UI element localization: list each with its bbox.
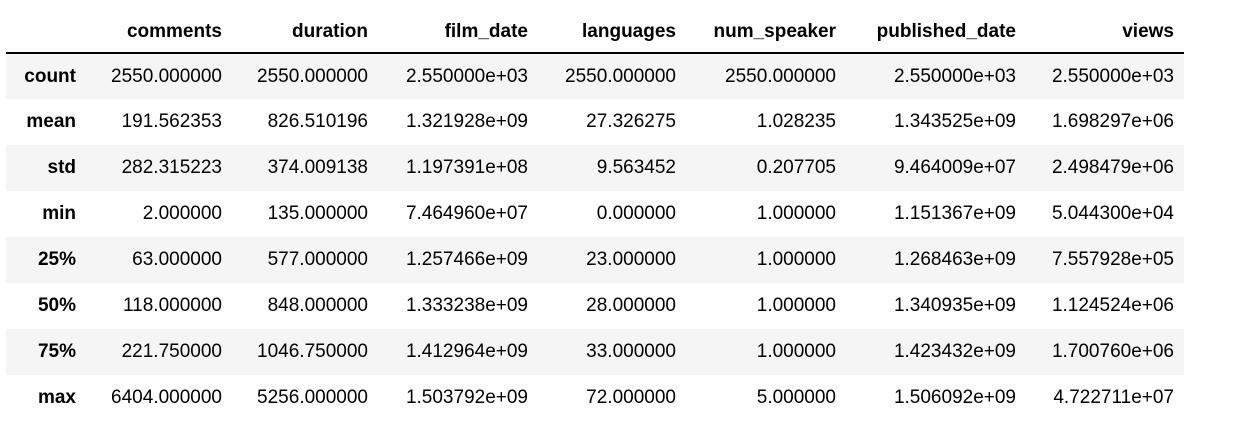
table-cell: 1.412964e+09 bbox=[405, 341, 528, 362]
table-cell: 0.000000 bbox=[596, 203, 676, 224]
table-row: 25% 63.000000 577.000000 1.257466e+09 23… bbox=[6, 237, 1184, 283]
table-cell: 2550.000000 bbox=[257, 65, 368, 87]
table-row: 50% 118.000000 848.000000 1.333238e+09 2… bbox=[6, 283, 1184, 329]
column-header-languages: languages bbox=[538, 12, 686, 54]
column-header-num-speaker: num_speaker bbox=[686, 12, 846, 54]
table-cell: 135.000000 bbox=[267, 203, 368, 224]
table-cell: 7.464960e+07 bbox=[405, 203, 528, 224]
table-cell: 2.550000e+03 bbox=[893, 65, 1016, 87]
table-cell: 1046.750000 bbox=[257, 341, 368, 362]
column-header-views: views bbox=[1026, 12, 1184, 54]
table-cell: 118.000000 bbox=[123, 295, 222, 316]
table-cell: 7.557928e+05 bbox=[1051, 249, 1174, 270]
table-cell: 1.423432e+09 bbox=[893, 341, 1016, 362]
table-cell: 1.698297e+06 bbox=[1051, 111, 1174, 132]
table-cell: 9.464009e+07 bbox=[893, 157, 1016, 178]
table-cell: 1.151367e+09 bbox=[893, 203, 1016, 224]
table-cell: 2550.000000 bbox=[725, 65, 836, 87]
column-header-duration: duration bbox=[232, 12, 378, 54]
row-label: 50% bbox=[37, 295, 76, 316]
table-cell: 2550.000000 bbox=[111, 65, 222, 87]
table-cell: 1.506092e+09 bbox=[893, 387, 1016, 408]
row-label: count bbox=[24, 65, 76, 87]
table-cell: 23.000000 bbox=[586, 249, 676, 270]
table-cell: 826.510196 bbox=[267, 111, 368, 132]
table-cell: 2.550000e+03 bbox=[405, 65, 528, 87]
table-cell: 577.000000 bbox=[267, 249, 368, 270]
row-label: max bbox=[37, 387, 76, 408]
table-cell: 221.750000 bbox=[121, 341, 222, 362]
table-cell: 282.315223 bbox=[121, 157, 222, 178]
table-cell: 5.000000 bbox=[756, 387, 836, 408]
table-cell: 1.268463e+09 bbox=[893, 249, 1016, 270]
table-body: count 2550.000000 2550.000000 2.550000e+… bbox=[6, 53, 1184, 421]
table-row: std 282.315223 374.009138 1.197391e+08 9… bbox=[6, 145, 1184, 191]
table-cell: 191.562353 bbox=[121, 111, 222, 132]
table-cell: 848.000000 bbox=[267, 295, 368, 316]
index-header bbox=[6, 12, 86, 54]
row-label: mean bbox=[26, 111, 76, 132]
table-cell: 1.000000 bbox=[756, 341, 836, 362]
table-cell: 0.207705 bbox=[756, 157, 836, 178]
table-cell: 2.000000 bbox=[142, 203, 222, 224]
header-row: comments duration film_date languages nu… bbox=[6, 12, 1184, 54]
table-cell: 1.257466e+09 bbox=[405, 249, 528, 270]
table-cell: 1.343525e+09 bbox=[893, 111, 1016, 132]
table-row: count 2550.000000 2550.000000 2.550000e+… bbox=[6, 53, 1184, 99]
table-cell: 2.550000e+03 bbox=[1051, 65, 1174, 87]
column-header-film-date: film_date bbox=[378, 12, 538, 54]
table-cell: 72.000000 bbox=[586, 387, 676, 408]
table-cell: 5.044300e+04 bbox=[1051, 203, 1174, 224]
table-cell: 1.124524e+06 bbox=[1051, 295, 1174, 316]
table-row: max 6404.000000 5256.000000 1.503792e+09… bbox=[6, 375, 1184, 421]
row-label: 25% bbox=[37, 249, 76, 270]
table-cell: 2.498479e+06 bbox=[1051, 157, 1174, 178]
row-label: std bbox=[47, 157, 77, 178]
table-header: comments duration film_date languages nu… bbox=[6, 12, 1184, 54]
table-cell: 1.333238e+09 bbox=[405, 295, 528, 316]
table-cell: 1.700760e+06 bbox=[1051, 341, 1174, 362]
table-cell: 28.000000 bbox=[586, 295, 676, 316]
table-cell: 1.340935e+09 bbox=[893, 295, 1016, 316]
table-cell: 1.000000 bbox=[756, 295, 836, 316]
column-header-published-date: published_date bbox=[846, 12, 1026, 54]
describe-table: comments duration film_date languages nu… bbox=[6, 12, 1184, 421]
table-cell: 1.197391e+08 bbox=[405, 157, 528, 178]
table-cell: 5256.000000 bbox=[257, 387, 368, 408]
row-label: min bbox=[42, 203, 76, 224]
row-label: 75% bbox=[37, 341, 76, 362]
table-row: min 2.000000 135.000000 7.464960e+07 0.0… bbox=[6, 191, 1184, 237]
table-cell: 63.000000 bbox=[132, 249, 222, 270]
table-cell: 2550.000000 bbox=[565, 65, 676, 87]
table-cell: 1.000000 bbox=[756, 249, 836, 270]
table-cell: 4.722711e+07 bbox=[1053, 387, 1174, 408]
table-cell: 33.000000 bbox=[586, 341, 676, 362]
table-cell: 1.028235 bbox=[756, 111, 836, 132]
column-header-comments: comments bbox=[86, 12, 232, 54]
table-cell: 1.503792e+09 bbox=[405, 387, 528, 408]
table-cell: 1.321928e+09 bbox=[405, 111, 528, 132]
table-cell: 1.000000 bbox=[756, 203, 836, 224]
table-row: mean 191.562353 826.510196 1.321928e+09 … bbox=[6, 99, 1184, 145]
table-cell: 6404.000000 bbox=[111, 387, 222, 408]
table-cell: 9.563452 bbox=[596, 157, 676, 178]
table-row: 75% 221.750000 1046.750000 1.412964e+09 … bbox=[6, 329, 1184, 375]
table-cell: 374.009138 bbox=[267, 157, 368, 178]
table-cell: 27.326275 bbox=[586, 111, 676, 132]
